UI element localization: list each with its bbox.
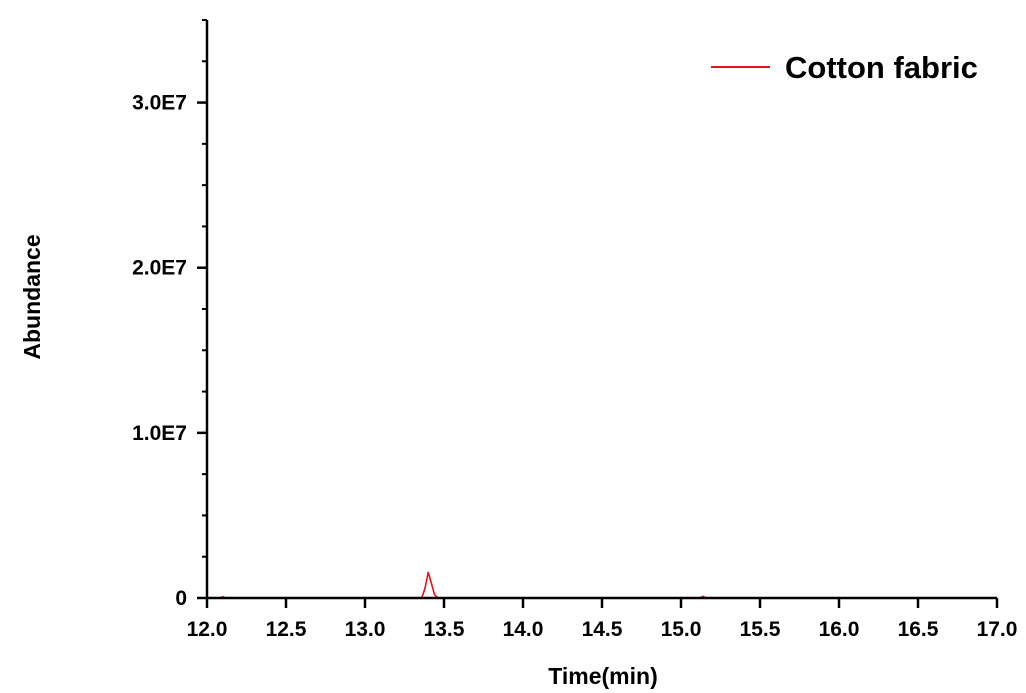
x-tick-label: 12.0 bbox=[187, 618, 228, 641]
y-major-ticks bbox=[197, 101, 207, 600]
x-tick-label: 13.0 bbox=[345, 618, 386, 641]
legend: Cotton fabric bbox=[711, 50, 978, 85]
x-tick-label: 16.0 bbox=[819, 618, 860, 641]
series-line-cotton-fabric bbox=[207, 571, 997, 599]
y-tick-label: 3.0E7 bbox=[132, 92, 187, 115]
y-tick-labels: 0 1.0E7 2.0E7 3.0E7 bbox=[132, 92, 187, 610]
y-tick-label: 1.0E7 bbox=[132, 422, 187, 445]
x-tick-label: 15.0 bbox=[661, 618, 702, 641]
x-axis-title: Time(min) bbox=[548, 663, 657, 689]
y-tick-label: 0 bbox=[175, 587, 187, 610]
x-tick-label: 14.5 bbox=[582, 618, 623, 641]
x-tick-label: 12.5 bbox=[266, 618, 307, 641]
x-ticks bbox=[205, 598, 999, 608]
x-tick-label: 14.0 bbox=[503, 618, 544, 641]
x-tick-labels: 12.0 12.5 13.0 13.5 14.0 14.5 15.0 15.5 16.0 16.5… bbox=[187, 618, 1018, 641]
y-axis-title: Abundance bbox=[19, 234, 45, 359]
x-tick-label: 13.5 bbox=[424, 618, 465, 641]
x-tick-label: 17.0 bbox=[977, 618, 1018, 641]
y-tick-label: 2.0E7 bbox=[132, 257, 187, 280]
legend-label: Cotton fabric bbox=[785, 50, 978, 85]
x-tick-label: 16.5 bbox=[898, 618, 939, 641]
series-layer bbox=[207, 571, 997, 599]
x-tick-label: 15.5 bbox=[740, 618, 781, 641]
